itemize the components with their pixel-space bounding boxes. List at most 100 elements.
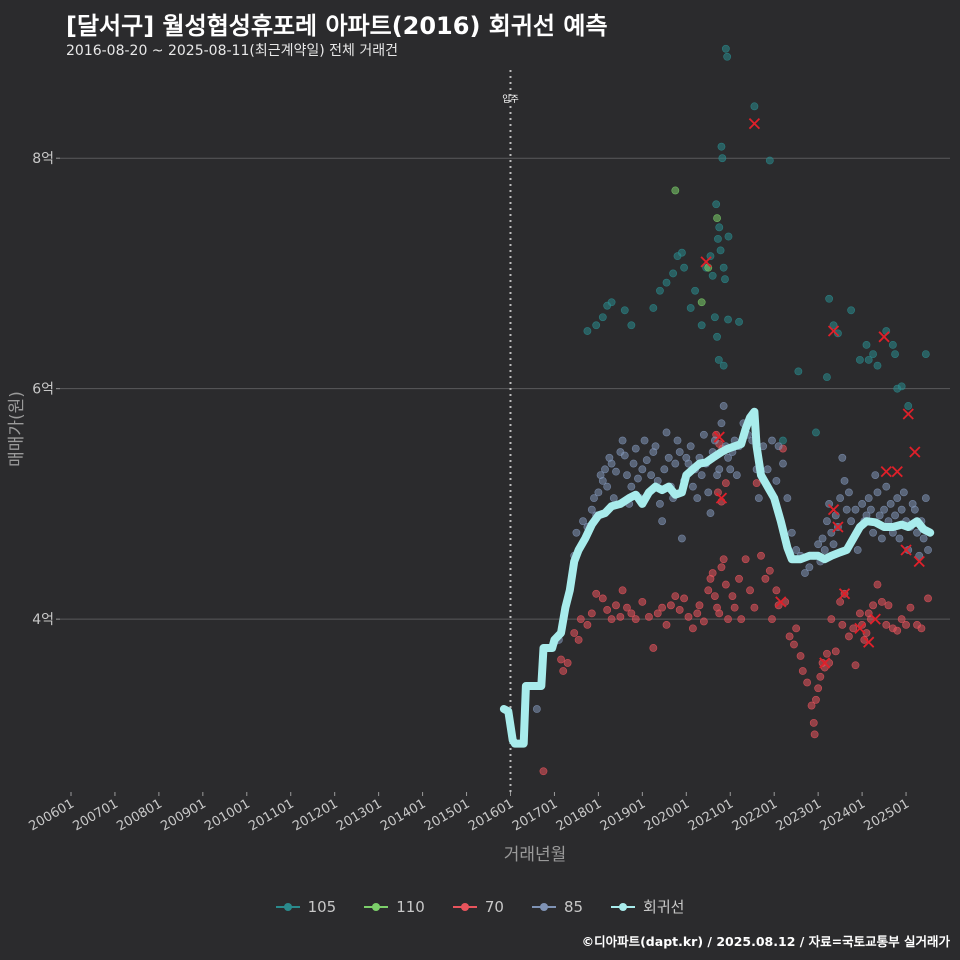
x-tick-label: 201301 — [334, 796, 384, 834]
data-point-70 — [574, 635, 583, 644]
data-point-85 — [899, 488, 908, 497]
data-point-85 — [924, 546, 932, 554]
data-point-105 — [627, 321, 636, 330]
data-point-85 — [587, 505, 596, 514]
data-point-70 — [576, 615, 585, 624]
data-point-70 — [924, 594, 932, 603]
data-point-105 — [891, 350, 899, 358]
data-point-85 — [612, 467, 620, 476]
data-point-85 — [684, 459, 693, 468]
highlight-marker — [713, 431, 725, 443]
data-point-85 — [706, 509, 715, 518]
data-point-70 — [612, 601, 620, 610]
legend-key-icon — [611, 900, 636, 914]
highlight-marker — [748, 117, 761, 130]
data-point-85 — [699, 430, 708, 439]
grid-layer — [60, 70, 950, 792]
data-point-85 — [847, 517, 856, 526]
footer-credit: ©디아파트(dapt.kr) / 2025.08.12 / 자료=국토교통부 실… — [581, 934, 950, 949]
data-point-70 — [873, 580, 882, 589]
data-point-70 — [671, 592, 680, 600]
highlight-marker — [827, 325, 840, 337]
data-point-70 — [831, 647, 840, 656]
data-point-85 — [886, 500, 895, 508]
data-point-105 — [686, 304, 695, 312]
legend: 105 110 70 85 회귀선 — [0, 896, 960, 917]
highlight-cross — [913, 555, 925, 568]
data-point-85 — [717, 419, 726, 428]
y-tick-label: 6억 — [32, 382, 54, 398]
data-point-85 — [913, 528, 921, 537]
legend-key-icon — [531, 900, 556, 914]
data-point-85 — [895, 534, 904, 543]
data-point-105 — [583, 327, 592, 335]
data-point-70 — [730, 603, 739, 612]
data-point-85 — [598, 476, 607, 485]
x-tick-label: 201701 — [510, 796, 560, 834]
data-point-85 — [754, 494, 763, 503]
x-tick-label: 202301 — [774, 796, 824, 834]
data-point-85 — [891, 511, 899, 520]
regression-layer — [499, 407, 935, 748]
data-point-85 — [882, 482, 891, 491]
data-point-70 — [765, 566, 774, 575]
data-point-105 — [721, 275, 729, 284]
data-point-70 — [539, 767, 548, 776]
data-point-110 — [671, 186, 680, 195]
y-tick-label: 8억 — [32, 151, 54, 167]
x-tick-label: 201001 — [202, 796, 252, 834]
x-tick-label: 202001 — [642, 796, 692, 834]
data-point-105 — [735, 317, 743, 326]
data-point-85 — [660, 465, 669, 474]
x-tick-label: 201101 — [246, 796, 296, 834]
data-point-85 — [607, 459, 616, 468]
data-point-85 — [763, 465, 772, 474]
highlight-marker — [854, 622, 866, 634]
highlight-cross — [869, 613, 881, 625]
data-point-70 — [662, 621, 671, 629]
legend-label: 105 — [307, 897, 337, 916]
data-point-105 — [724, 232, 733, 241]
data-point-105 — [834, 329, 842, 338]
data-point-105 — [697, 321, 706, 330]
data-point-105 — [904, 402, 913, 410]
highlight-cross — [775, 596, 787, 608]
data-point-70 — [812, 695, 820, 704]
data-point-70 — [623, 603, 631, 612]
data-point-70 — [902, 621, 910, 629]
data-point-105 — [856, 355, 864, 364]
y-axis-title: 매매가(원) — [7, 391, 27, 467]
data-point-70 — [809, 718, 818, 727]
data-point-70 — [631, 615, 640, 624]
data-point-85 — [772, 476, 781, 485]
x-tick-label: 202101 — [686, 796, 736, 834]
x-tick-label: 200901 — [158, 796, 208, 834]
data-point-70 — [845, 632, 853, 641]
data-point-85 — [774, 442, 783, 451]
data-point-70 — [906, 603, 915, 612]
data-point-105 — [714, 234, 722, 243]
data-point-85 — [623, 471, 631, 479]
data-point-70 — [598, 594, 607, 603]
data-point-85 — [609, 494, 618, 503]
highlight-marker — [909, 446, 921, 458]
data-point-70 — [877, 597, 886, 606]
data-point-85 — [726, 465, 735, 474]
data-point-70 — [693, 609, 702, 618]
data-point-85 — [724, 453, 732, 462]
data-point-85 — [880, 505, 888, 514]
data-point-70 — [803, 678, 812, 687]
data-point-105 — [779, 436, 787, 445]
data-point-70 — [710, 592, 719, 600]
data-point-85 — [678, 534, 686, 543]
legend-item-70: 70 — [452, 896, 504, 917]
data-point-70 — [557, 655, 565, 664]
data-point-70 — [587, 609, 596, 618]
data-point-70 — [658, 603, 667, 612]
data-point-85 — [651, 442, 660, 451]
data-point-70 — [699, 617, 708, 626]
highlight-layer — [700, 117, 925, 669]
data-point-105 — [723, 52, 732, 61]
data-point-85 — [825, 500, 834, 508]
